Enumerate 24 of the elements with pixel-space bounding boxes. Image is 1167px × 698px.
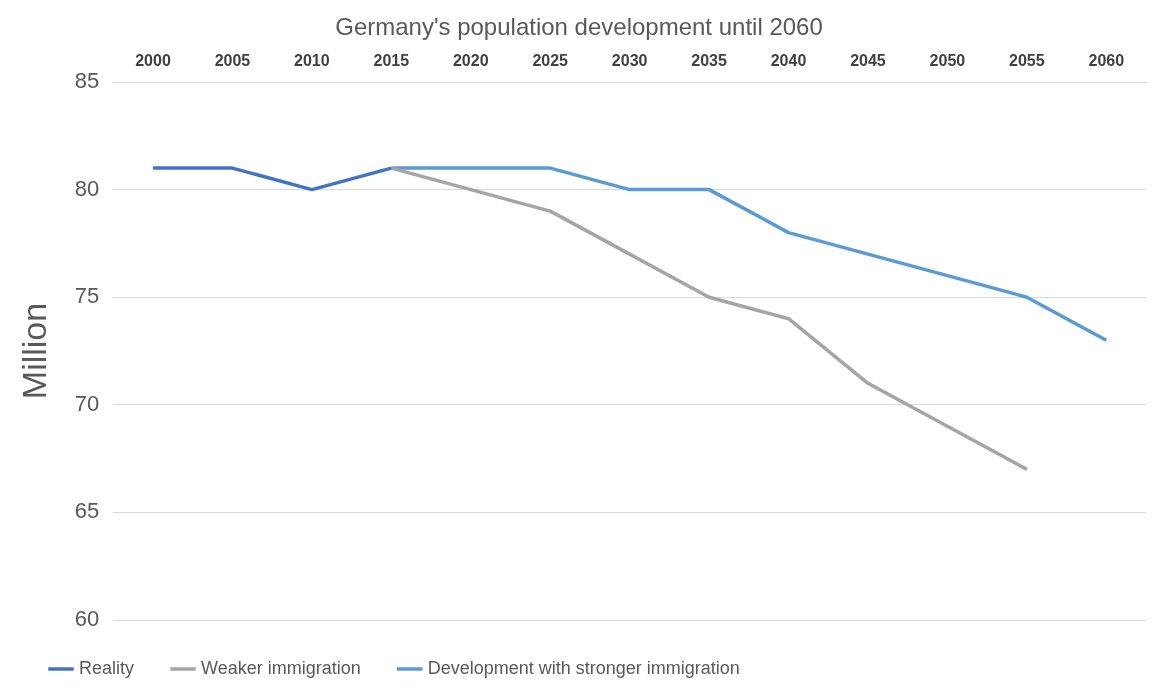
y-tick-label: 80 <box>74 175 100 201</box>
x-tick-label: 2010 <box>294 51 330 69</box>
y-tick-label: 70 <box>74 390 100 416</box>
x-tick-label: 2005 <box>214 51 251 69</box>
legend-label: Reality <box>79 657 135 678</box>
y-axis-title: Million <box>14 302 53 400</box>
x-tick-label: 2030 <box>611 51 648 69</box>
y-tick-label: 65 <box>74 498 100 524</box>
x-tick-label: 2025 <box>532 51 569 69</box>
y-tick-label: 85 <box>74 68 100 94</box>
x-tick-label: 2055 <box>1009 51 1045 69</box>
legend-label: Weaker immigration <box>201 657 361 678</box>
x-tick-label: 2045 <box>850 51 886 69</box>
legend-label: Development with stronger immigration <box>427 657 740 678</box>
x-tick-label: 2000 <box>135 51 171 69</box>
y-tick-label: 60 <box>74 606 100 632</box>
x-tick-label: 2015 <box>373 51 410 69</box>
chart-title: Germany's population development until 2060 <box>335 13 823 41</box>
x-tick-label: 2050 <box>929 51 966 69</box>
x-tick-label: 2040 <box>770 51 807 69</box>
x-tick-label: 2060 <box>1088 51 1125 69</box>
y-tick-label: 75 <box>74 283 100 309</box>
x-tick-label: 2020 <box>452 51 489 69</box>
x-tick-label: 2035 <box>691 51 727 69</box>
